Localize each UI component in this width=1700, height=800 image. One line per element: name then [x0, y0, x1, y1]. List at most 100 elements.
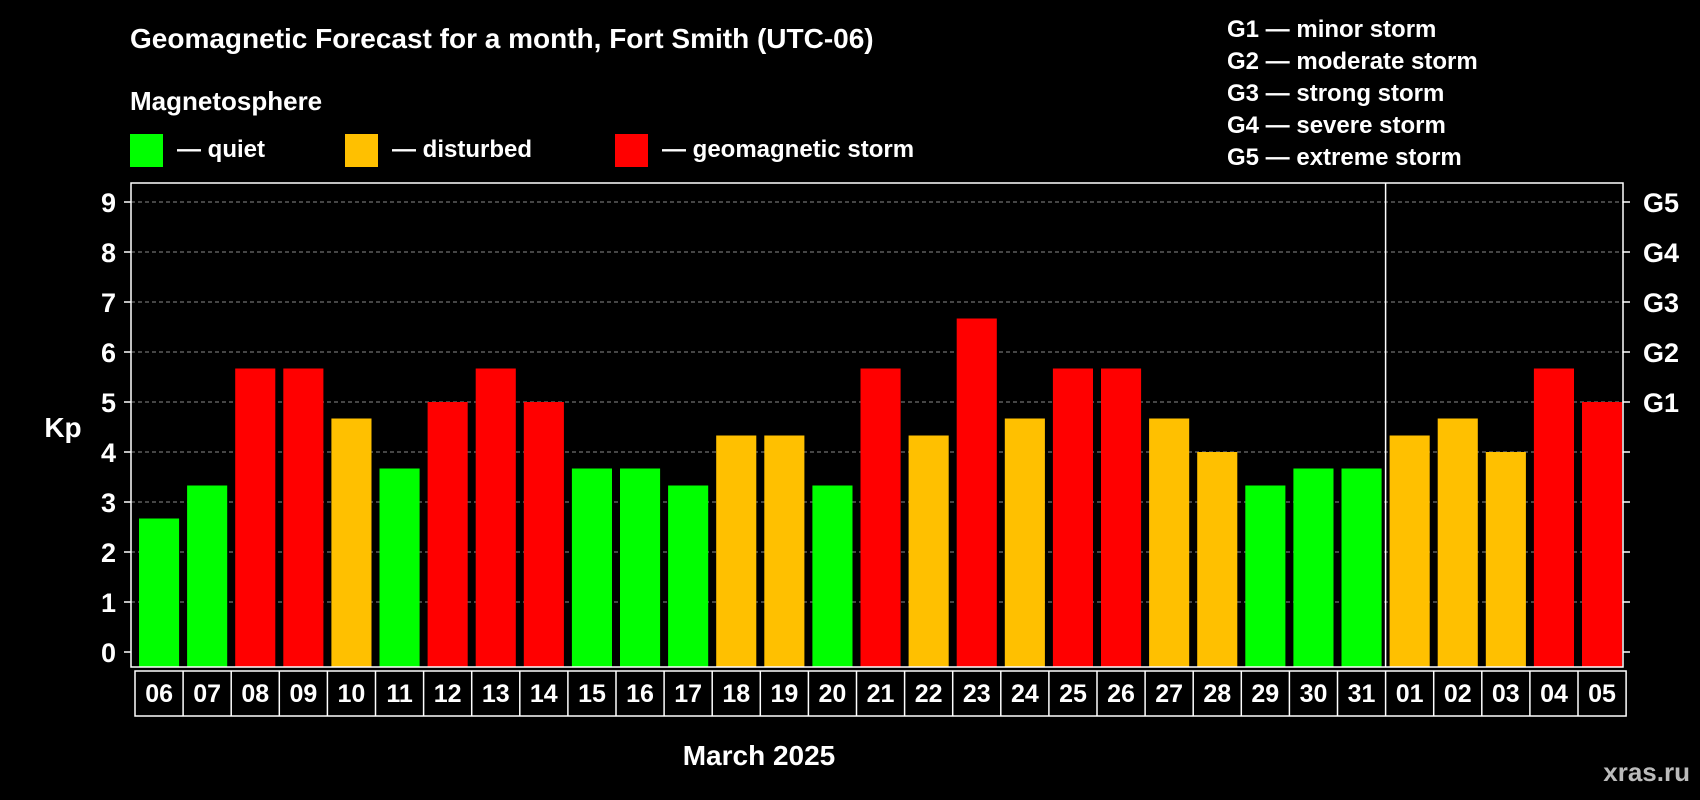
category-label: 17: [674, 680, 702, 708]
category-label: 21: [867, 680, 895, 708]
category-label: 24: [1011, 680, 1039, 708]
category-label: 02: [1444, 680, 1472, 708]
bar-07: [187, 485, 228, 667]
category-label: 26: [1107, 680, 1135, 708]
category-label: 16: [626, 680, 654, 708]
category-label: 09: [289, 680, 317, 708]
bar-01: [1389, 435, 1430, 667]
right-axis-label: G5: [1643, 188, 1679, 218]
bar-21: [860, 368, 901, 667]
category-label: 07: [193, 680, 221, 708]
bar-10: [331, 418, 372, 667]
category-label: 06: [145, 680, 173, 708]
category-label: 28: [1203, 680, 1231, 708]
bar-11: [379, 468, 420, 667]
storm-level-g4: G4 — severe storm: [1227, 112, 1446, 139]
bar-09: [283, 368, 324, 667]
category-label: 10: [337, 680, 365, 708]
bar-24: [1004, 418, 1045, 667]
bar-25: [1052, 368, 1093, 667]
category-axis: 06 07 08 09 10 11 12 13 14 15 16 17 18 19 20 21 22 23 24 25…: [134, 670, 1627, 717]
bar-26: [1101, 368, 1142, 667]
y-tick-label: 9: [101, 188, 116, 218]
category-label: 23: [963, 680, 991, 708]
category-label: 15: [578, 680, 606, 708]
y-tick-label: 7: [101, 288, 116, 318]
watermark: xras.ru: [1603, 757, 1690, 787]
bar-30: [1293, 468, 1334, 667]
plot-frame: [130, 182, 1624, 668]
chart-title: Geomagnetic Forecast for a month, Fort S…: [130, 23, 874, 54]
bar-05: [1582, 402, 1623, 667]
bar-03: [1485, 452, 1526, 667]
category-label-frame: [134, 670, 1627, 717]
storm-level-g2: G2 — moderate storm: [1227, 48, 1478, 75]
storm-level-g3: G3 — strong storm: [1227, 80, 1444, 107]
bar-28: [1197, 452, 1238, 667]
y-tick-label: 2: [101, 538, 116, 568]
x-axis-label: March 2025: [683, 740, 836, 771]
category-label: 08: [241, 680, 269, 708]
category-label: 30: [1300, 680, 1328, 708]
right-axis-label: G3: [1643, 288, 1679, 318]
legend-swatch-storm: [615, 134, 648, 167]
bars: [139, 318, 1623, 667]
category-label: 31: [1348, 680, 1376, 708]
category-label: 20: [818, 680, 846, 708]
legend-title: Magnetosphere: [130, 86, 322, 116]
y-axis-label: Kp: [44, 412, 81, 443]
category-label: 01: [1396, 680, 1424, 708]
bar-31: [1341, 468, 1382, 667]
bar-13: [475, 368, 516, 667]
legend-label-disturbed: — disturbed: [392, 136, 532, 163]
storm-level-g1: G1 — minor storm: [1227, 16, 1436, 43]
bar-08: [235, 368, 276, 667]
category-label: 13: [482, 680, 510, 708]
category-label: 04: [1540, 680, 1568, 708]
bar-19: [764, 435, 805, 667]
bar-22: [908, 435, 949, 667]
category-label: 29: [1251, 680, 1279, 708]
legend-label-storm: — geomagnetic storm: [662, 136, 914, 163]
category-label: 27: [1155, 680, 1183, 708]
y-tick-label: 6: [101, 338, 116, 368]
y-tick-label: 0: [101, 638, 116, 668]
y-tick-label: 8: [101, 238, 116, 268]
category-label: 03: [1492, 680, 1520, 708]
legend-swatch-quiet: [130, 134, 163, 167]
left-axis: 0 1 2 3 4 5 6 7 8 9: [101, 188, 131, 668]
bar-04: [1533, 368, 1574, 667]
bar-20: [812, 485, 853, 667]
legend-label-quiet: — quiet: [177, 136, 265, 163]
bar-15: [571, 468, 612, 667]
category-label: 05: [1588, 680, 1616, 708]
bar-27: [1149, 418, 1190, 667]
bar-12: [427, 402, 468, 667]
bar-23: [956, 318, 997, 667]
right-axis-label: G4: [1643, 238, 1679, 268]
right-axis-label: G2: [1643, 338, 1679, 368]
bar-18: [716, 435, 757, 667]
bar-14: [523, 402, 564, 667]
bar-29: [1245, 485, 1286, 667]
category-label: 22: [915, 680, 943, 708]
bar-02: [1437, 418, 1478, 667]
right-axis: G1 G2 G3 G4 G5: [1623, 188, 1679, 653]
y-tick-label: 3: [101, 488, 116, 518]
legend-swatch-disturbed: [345, 134, 378, 167]
category-label: 18: [722, 680, 750, 708]
bar-06: [139, 518, 180, 667]
category-label: 19: [770, 680, 798, 708]
category-label: 12: [434, 680, 462, 708]
bar-17: [668, 485, 709, 667]
y-tick-label: 5: [101, 388, 116, 418]
storm-level-g5: G5 — extreme storm: [1227, 144, 1462, 171]
category-label: 14: [530, 680, 558, 708]
bar-16: [620, 468, 661, 667]
y-tick-label: 1: [101, 588, 116, 618]
category-label: 25: [1059, 680, 1087, 708]
category-label: 11: [386, 680, 413, 708]
y-tick-label: 4: [101, 438, 116, 468]
right-axis-label: G1: [1643, 388, 1679, 418]
